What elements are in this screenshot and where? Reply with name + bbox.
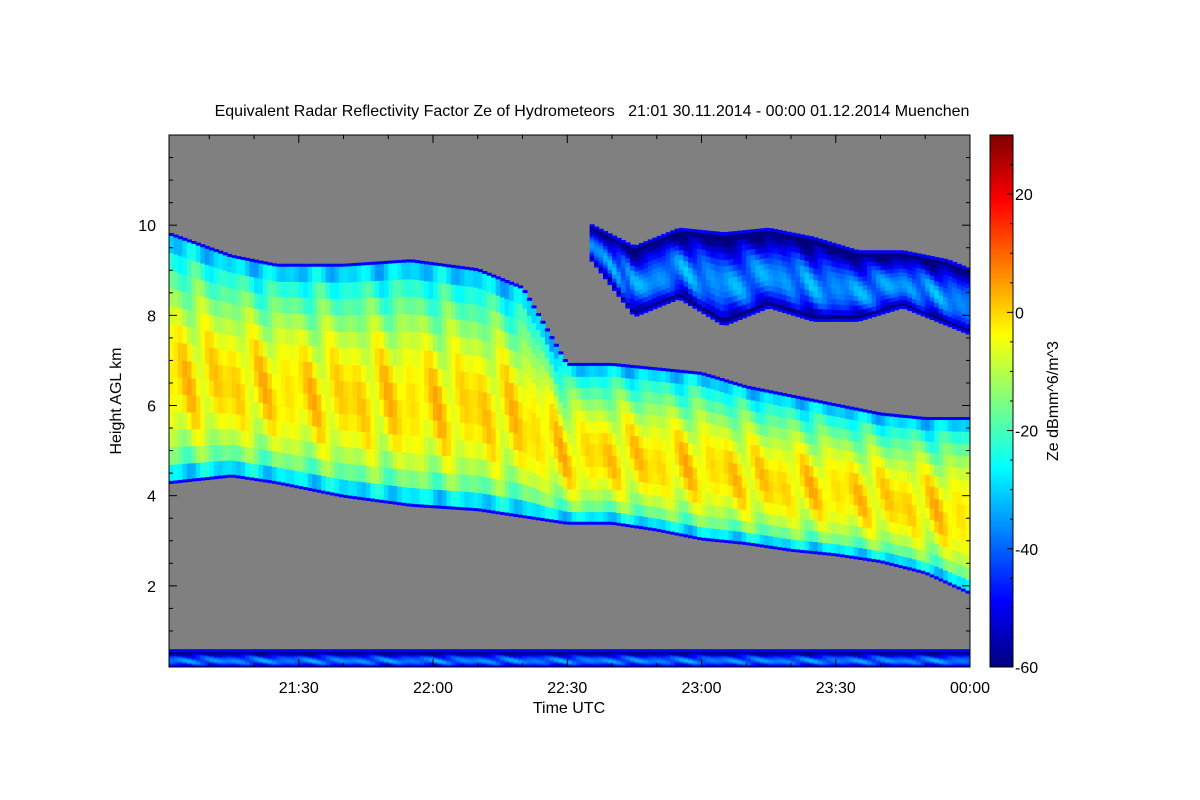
colorbar: -60 -40 -20 0 20 Ze dBmm^6/m^3: [989, 134, 1062, 677]
y-tick-label: 8: [147, 308, 156, 325]
chart-title: Equivalent Radar Reflectivity Factor Ze …: [215, 103, 970, 120]
region-near-surface-clutter: [169, 649, 970, 667]
colorbar-tick-label: -60: [1015, 660, 1038, 677]
plot-area: [168, 134, 971, 668]
x-tick-label: 21:30: [279, 680, 319, 697]
colorbar-ticks: -60 -40 -20 0 20: [1007, 134, 1038, 677]
colorbar-tick-label: 0: [1015, 305, 1024, 322]
region-main-precipitation-layer: [169, 232, 970, 594]
colorbar-label: Ze dBmm^6/m^3: [1045, 341, 1062, 461]
x-axis-ticks: 21:30 22:00 22:30 23:00 23:30 00:00: [208, 135, 990, 697]
x-tick-label: 00:00: [950, 680, 990, 697]
colorbar-tick-label: -40: [1015, 542, 1038, 559]
y-tick-label: 6: [147, 399, 156, 416]
x-tick-label: 23:00: [681, 680, 721, 697]
y-axis-ticks: 2 4 6 8 10: [138, 157, 970, 654]
colorbar-tick-label: 20: [1015, 187, 1033, 204]
x-tick-label: 23:30: [816, 680, 856, 697]
reflectivity-heatmap: [169, 224, 970, 667]
colorbar-tick-label: -20: [1015, 424, 1038, 441]
colorbar-gradient: [989, 134, 1014, 668]
y-tick-label: 10: [138, 218, 156, 235]
x-axis-label: Time UTC: [533, 700, 605, 717]
plot-frame: [168, 134, 971, 668]
x-tick-label: 22:00: [413, 680, 453, 697]
y-axis-label: Height AGL km: [108, 347, 125, 454]
y-tick-label: 2: [147, 579, 156, 596]
x-tick-label: 22:30: [547, 680, 587, 697]
y-tick-label: 4: [147, 489, 156, 506]
